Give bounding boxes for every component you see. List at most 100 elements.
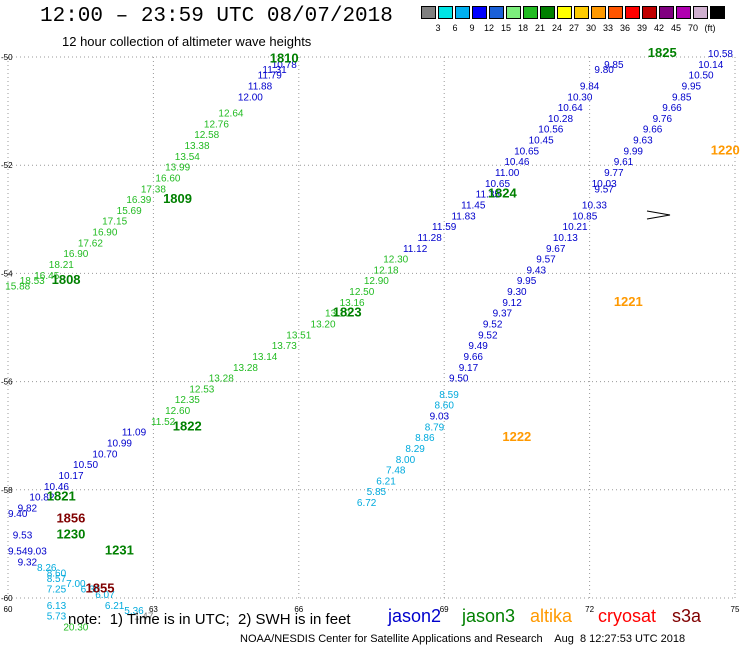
wave-height-label: 9.53 [13,530,33,541]
wave-height-label: 13.51 [286,330,311,341]
y-tick-label: -58 [1,486,13,495]
wave-height-label: 9.03 [27,547,47,558]
wave-height-label: 10.65 [514,146,539,157]
wave-height-label: 6.72 [357,498,377,509]
wave-height-label: 13.14 [252,352,277,363]
wave-height-label: 9.12 [502,298,522,309]
wave-height-label: 10.64 [558,103,583,114]
wave-height-label: 13.28 [209,374,234,385]
wave-height-label: 8.60 [434,401,454,412]
pass-time-label: 1823 [333,305,362,320]
color-scale-label: 30 [585,23,596,33]
wave-height-label: 11.00 [495,168,520,179]
wave-height-label: 10.33 [582,200,607,211]
color-scale-swatch [574,6,589,19]
wave-height-label: 10.14 [698,60,723,71]
color-scale-label: 39 [636,23,647,33]
color-scale-swatch [472,6,487,19]
y-tick-label: -54 [1,269,13,278]
color-scale-swatch [710,6,725,19]
wave-height-label: 13.16 [340,298,365,309]
wave-height-label: 17.15 [102,217,127,228]
wave-height-label: 9.37 [493,309,513,320]
wave-height-label: 9.40 [8,509,28,520]
pass-time-label: 1810 [270,50,299,65]
wave-height-label: 10.58 [708,49,733,60]
satellite-legend-jason2: jason2 [388,606,442,626]
wave-height-label: 17.38 [141,184,166,195]
wave-height-label: 11.88 [248,81,273,92]
wave-height-label: 10.50 [689,71,714,82]
wave-height-label: 12.64 [218,109,243,120]
wind-arrow-icon [646,210,671,220]
color-scale-label: 21 [534,23,545,33]
wave-height-label: 10.65 [485,179,510,190]
wave-height-label: 6.07 [95,590,115,601]
wave-height-label: 11.83 [451,211,476,222]
wave-height-label: 8.57 [47,574,67,585]
wave-height-label: 8.79 [425,422,445,433]
wave-height-label: 9.57 [594,184,614,195]
wave-height-label: 16.45 [34,271,59,282]
pass-time-label: 1825 [648,45,677,60]
pass-time-label: 1821 [47,489,76,504]
color-scale-label: 70 [687,23,698,33]
color-scale-swatch [489,6,504,19]
map-grid [7,56,736,599]
pass-time-label: 1220 [711,142,740,157]
pass-time-label: 1855 [86,581,115,596]
satellite-legend-cryosat: cryosat [598,606,657,626]
axis-ticks: 60 63 66 69 72 75 -50 -52 -54 -56 -58 -60 [1,53,740,614]
wave-height-label: 1.47 [134,612,154,623]
wave-height-label: 9.57 [536,255,556,266]
wave-height-label: 9.43 [527,265,547,276]
color-scale-swatch [506,6,521,19]
wave-height-label: 13.54 [175,152,200,163]
color-scale-label: 36 [619,23,630,33]
x-tick-label: 69 [440,605,449,614]
color-scale-swatch [421,6,436,19]
wave-height-label: 9.99 [623,146,643,157]
x-tick-label: 63 [149,605,158,614]
wave-height-label: 6.21 [376,476,396,487]
wave-height-label: 9.67 [546,244,566,255]
pass-time-label: 1231 [105,543,134,558]
wave-height-label: 10.13 [553,233,578,244]
wave-height-label: 6.21 [105,601,125,612]
page-title: 12:00 – 23:59 UTC 08/07/2018 [40,5,393,28]
wave-height-label: 9.50 [449,374,469,385]
wave-height-label: 9.17 [459,363,479,374]
color-scale-swatch [676,6,691,19]
color-scale-label: 6 [452,23,458,33]
y-tick-label: -56 [1,378,13,387]
y-tick-label: -60 [1,594,13,603]
color-scale-label: 24 [551,23,562,33]
wave-height-label: 7.00 [66,579,86,590]
wave-height-label: 9.66 [662,103,682,114]
color-scale-swatch [659,6,674,19]
color-scale-label: (ft) [704,23,716,33]
wave-height-label: 16.90 [63,249,88,260]
wave-height-label: 9.54 [8,547,28,558]
wave-height-label: 15.88 [5,282,30,293]
wave-height-label: 13.10 [325,309,350,320]
x-tick-label: 66 [294,605,303,614]
wave-height-label: 11.31 [262,65,287,76]
wave-height-label: 8.60 [47,568,67,579]
wave-height-label: 12.35 [175,395,200,406]
credit-text: NOAA/NESDIS Center for Satellite Applica… [240,633,543,645]
pass-time-label: 1856 [56,510,85,525]
color-scale-label: 33 [602,23,613,33]
wave-height-label: 13.73 [272,341,297,352]
wave-height-label: 16.60 [155,173,180,184]
color-scale-swatch [540,6,555,19]
wave-height-label: 16.90 [92,228,117,239]
color-scale-swatch [557,6,572,19]
wave-height-label: 18.53 [20,276,45,287]
wave-height-label: 9.76 [653,114,673,125]
pass-time-label: 1230 [56,526,85,541]
wave-height-label: 8.26 [37,563,57,574]
wave-height-label: 11.79 [258,71,283,82]
color-scale-swatch [523,6,538,19]
